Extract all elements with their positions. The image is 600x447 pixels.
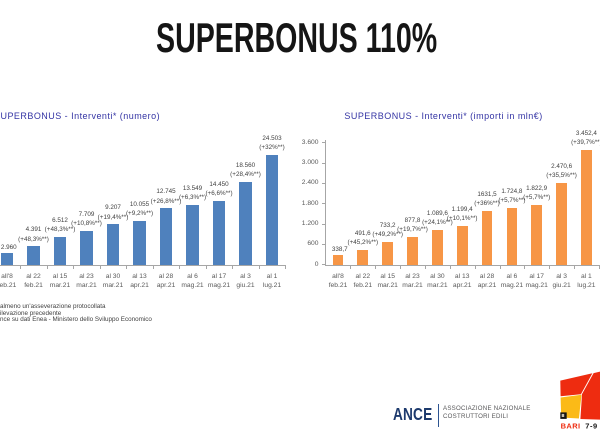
svg-text:BARI: BARI xyxy=(561,421,581,430)
svg-text:7-9: 7-9 xyxy=(585,421,598,430)
